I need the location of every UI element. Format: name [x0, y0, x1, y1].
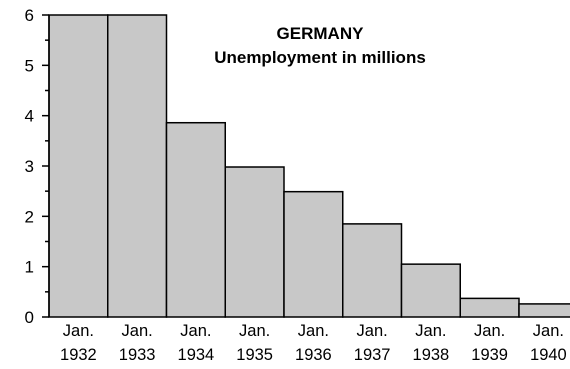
- y-tick-label: 0: [25, 308, 34, 327]
- bar: [459, 297, 520, 318]
- x-tick-label-year: 1934: [178, 346, 215, 364]
- y-tick-label: 2: [25, 207, 34, 226]
- y-tick-label: 4: [25, 107, 34, 126]
- x-tick-label-year: 1939: [471, 346, 508, 364]
- bar: [342, 223, 403, 318]
- x-tick-label-year: 1936: [295, 346, 332, 364]
- bar: [224, 166, 285, 318]
- x-tick-label-year: 1940: [530, 346, 567, 364]
- bar: [48, 14, 109, 318]
- x-tick-label-month: Jan.: [415, 322, 446, 340]
- x-tick-label-month: Jan.: [474, 322, 505, 340]
- bar: [518, 303, 570, 318]
- x-tick-labels: Jan. 1932 Jan. 1933 Jan. 1934 Jan. 1935 Jan. 1936…: [60, 322, 567, 364]
- x-tick-label-year: 1935: [236, 346, 273, 364]
- bar: [283, 190, 344, 318]
- x-tick-label-year: 1932: [60, 346, 97, 364]
- x-tick-label-month: Jan.: [298, 322, 329, 340]
- x-tick-label-year: 1938: [413, 346, 450, 364]
- y-tick-label: 1: [25, 258, 34, 277]
- y-tick-label: 5: [25, 56, 34, 75]
- chart-subtitle: Unemployment in millions: [214, 48, 426, 67]
- x-tick-label-year: 1933: [119, 346, 156, 364]
- x-tick-label-month: Jan.: [63, 322, 94, 340]
- bars-group: [48, 14, 570, 318]
- bar: [107, 14, 168, 318]
- x-tick-label-month: Jan.: [357, 322, 388, 340]
- x-tick-label-month: Jan.: [180, 322, 211, 340]
- bar: [165, 121, 226, 318]
- y-axis: [42, 14, 50, 318]
- x-tick-label-year: 1937: [354, 346, 391, 364]
- x-tick-label-month: Jan.: [239, 322, 270, 340]
- y-tick-label: 3: [25, 157, 34, 176]
- x-tick-label-month: Jan.: [122, 322, 153, 340]
- y-tick-labels: 0 1 2 3 4 5 6: [25, 6, 34, 327]
- y-tick-label: 6: [25, 6, 34, 25]
- chart-title: GERMANY: [277, 24, 365, 43]
- x-tick-label-month: Jan.: [533, 322, 564, 340]
- bar: [400, 263, 461, 318]
